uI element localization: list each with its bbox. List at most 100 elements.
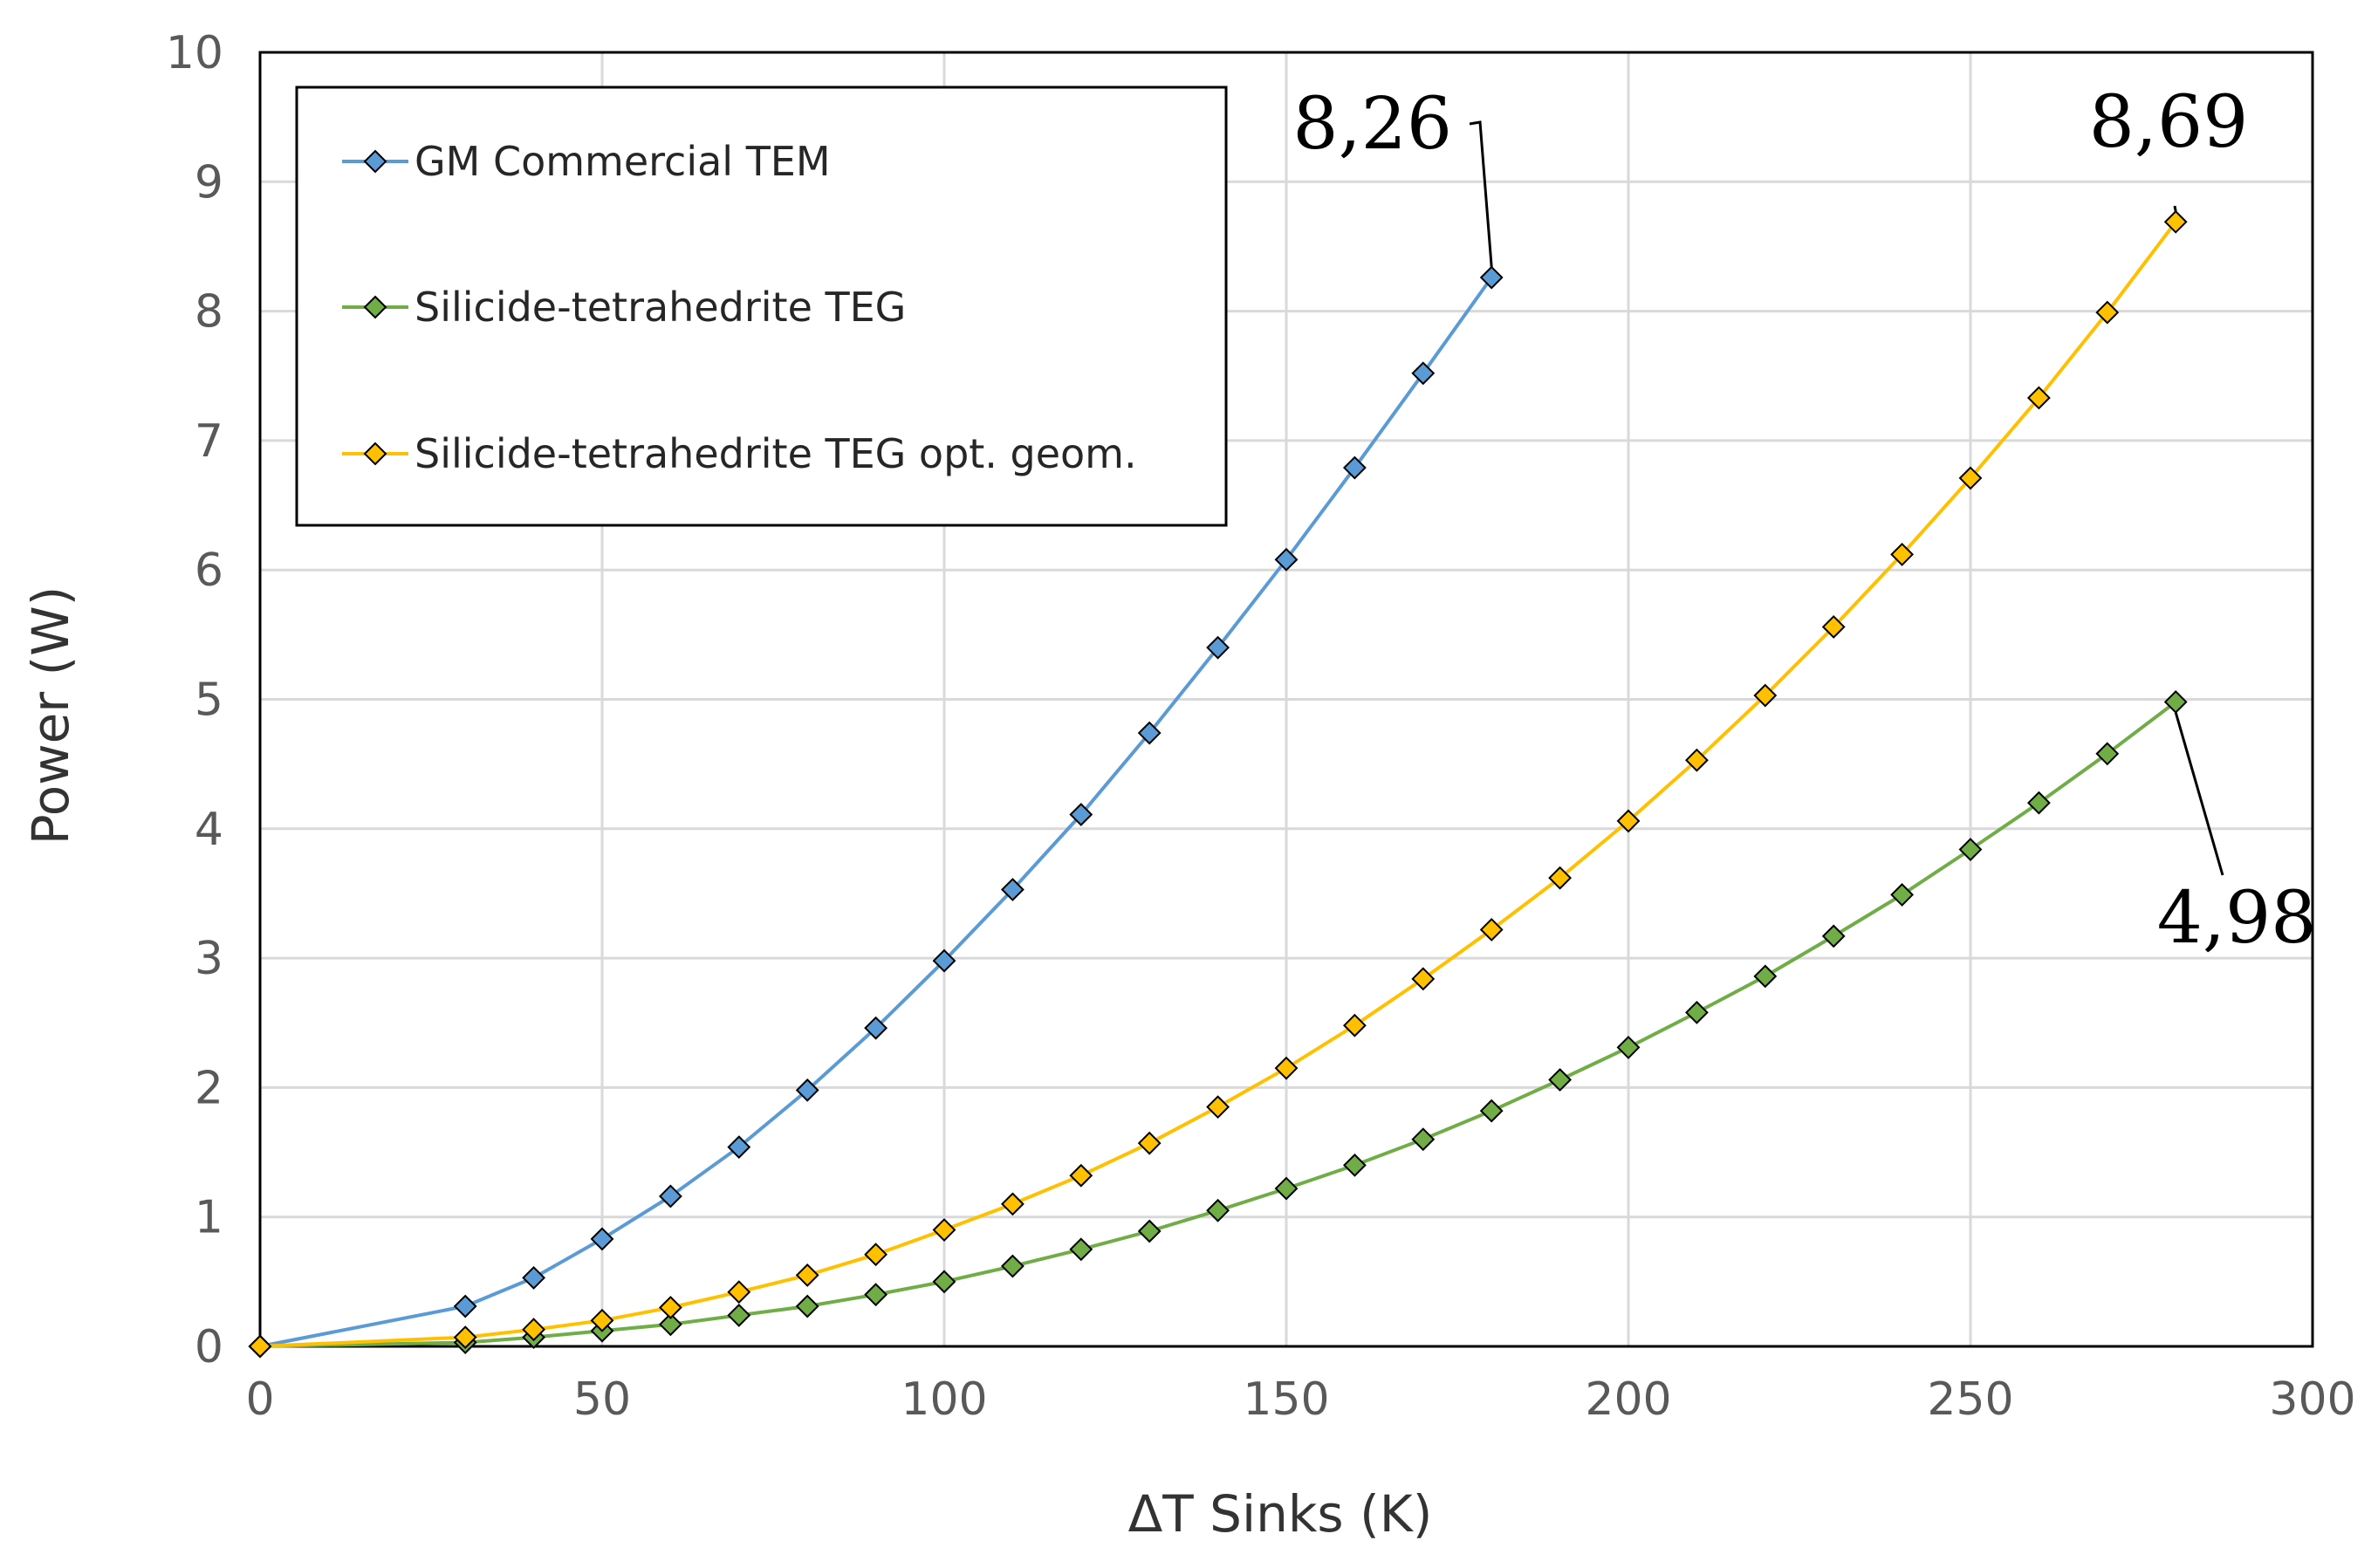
legend-diamond-icon [363,295,387,319]
x-tick-label: 200 [1585,1373,1671,1426]
legend-diamond-icon [363,442,387,466]
data-point-marker [1548,1068,1573,1092]
x-tick-label: 50 [573,1373,631,1426]
y-tick-label: 9 [195,156,223,209]
legend: GM Commercial TEM Silicide-tetrahedrite T… [295,86,1228,527]
data-point-marker [1616,809,1641,833]
data-point-marker [2095,300,2120,325]
data-point-marker [1206,1095,1230,1120]
legend-box [295,86,1228,527]
data-point-marker [1000,1192,1025,1216]
series-1 [248,265,1504,1359]
data-point-marker [2095,742,2120,766]
legend-item-2: Silicide-tetrahedrite TEG [342,284,906,331]
x-tick-label: 100 [901,1373,987,1426]
data-point-marker [727,1303,751,1327]
x-axis-title: ΔT Sinks (K) [1128,1484,1433,1544]
annotation-label: 8,69 [2089,81,2249,164]
data-point-marker [1479,918,1504,941]
x-tick-label: 300 [2269,1373,2355,1426]
plot-area-border [258,51,2314,1348]
data-point-marker [727,1280,751,1304]
data-point-marker [522,1318,546,1342]
annotation-leader-line [2174,712,2224,876]
data-point-marker [1958,466,1983,490]
data-point-marker [795,1078,819,1102]
data-point-marker [453,1325,477,1350]
data-point-marker [1821,924,1846,948]
data-point-marker [1411,967,1436,991]
legend-label: Silicide-tetrahedrite TEG opt. geom. [415,430,1137,477]
y-tick-label: 5 [195,674,223,727]
data-point-marker [1274,1056,1299,1080]
y-tick-label: 7 [195,415,223,468]
data-point-marker [1069,1163,1093,1188]
x-tick-label: 0 [245,1373,274,1426]
data-point-marker [727,1135,751,1160]
data-point-marker [1069,1237,1093,1262]
data-point-marker [1206,1198,1230,1222]
legend-label: GM Commercial TEM [415,138,831,185]
data-point-marker [864,1243,888,1267]
legend-item-3: Silicide-tetrahedrite TEG opt. geom. [342,430,1137,477]
x-axis-tick-labels: 0 50 100 150 200 250 300 [245,1373,2355,1426]
data-point-marker [932,1270,956,1294]
data-point-marker [932,948,956,973]
data-point-marker [658,1296,682,1319]
legend-diamond-icon [363,149,387,174]
data-point-marker [658,1184,682,1209]
data-point-marker [1411,1127,1436,1152]
annotation-leader-line [1469,120,1493,268]
data-point-marker [1411,361,1436,386]
data-point-marker [932,1218,956,1242]
data-point-marker [1821,615,1846,639]
data-point-marker [1137,1131,1162,1155]
data-point-marker [522,1265,546,1290]
data-point-marker [1069,803,1093,826]
data-point-marker [1684,748,1709,772]
x-tick-label: 150 [1243,1373,1329,1426]
data-point-marker [590,1227,614,1251]
annotation-label: 4,98 [2157,877,2317,960]
data-point-marker [795,1294,819,1318]
data-point-marker [2026,386,2051,410]
data-point-marker [1000,1254,1025,1278]
data-point-marker [1890,883,1915,907]
data-point-marker [1274,1176,1299,1201]
y-tick-label: 8 [195,286,223,339]
series-3 [248,209,2188,1359]
data-point-marker [453,1294,477,1318]
y-tick-label: 4 [195,804,223,856]
data-point-marker [1684,1000,1709,1024]
data-point-marker [1479,265,1504,290]
data-point-marker [1137,1219,1162,1243]
data-point-marker [1274,547,1299,572]
annotation-leader-line [2173,205,2177,212]
data-point-marker [864,1283,888,1307]
data-point-marker [590,1308,614,1332]
series-layer [248,209,2188,1359]
y-tick-label: 0 [195,1321,223,1373]
legend-item-1: GM Commercial TEM [342,138,831,185]
data-point-marker [2026,791,2051,815]
y-axis-tick-labels: 0 1 2 3 4 5 6 7 8 9 10 [166,27,223,1373]
y-tick-label: 2 [195,1062,223,1114]
data-point-marker [248,1334,272,1359]
data-point-marker [1137,721,1162,745]
data-point-marker [1548,866,1573,890]
data-point-marker [1890,542,1915,566]
annotation-label: 8,26 [1292,83,1452,166]
data-point-marker [1342,1153,1367,1177]
data-point-marker [1000,878,1025,901]
data-point-marker [864,1016,888,1040]
x-tick-label: 250 [1927,1373,2013,1426]
data-point-marker [1479,1099,1504,1123]
data-point-marker [1753,964,1778,989]
data-point-marker [795,1263,819,1287]
legend-label: Silicide-tetrahedrite TEG [415,284,906,331]
data-point-marker [2163,209,2188,234]
y-tick-label: 6 [195,544,223,597]
data-point-marker [1342,1013,1367,1037]
data-point-marker [658,1312,682,1337]
